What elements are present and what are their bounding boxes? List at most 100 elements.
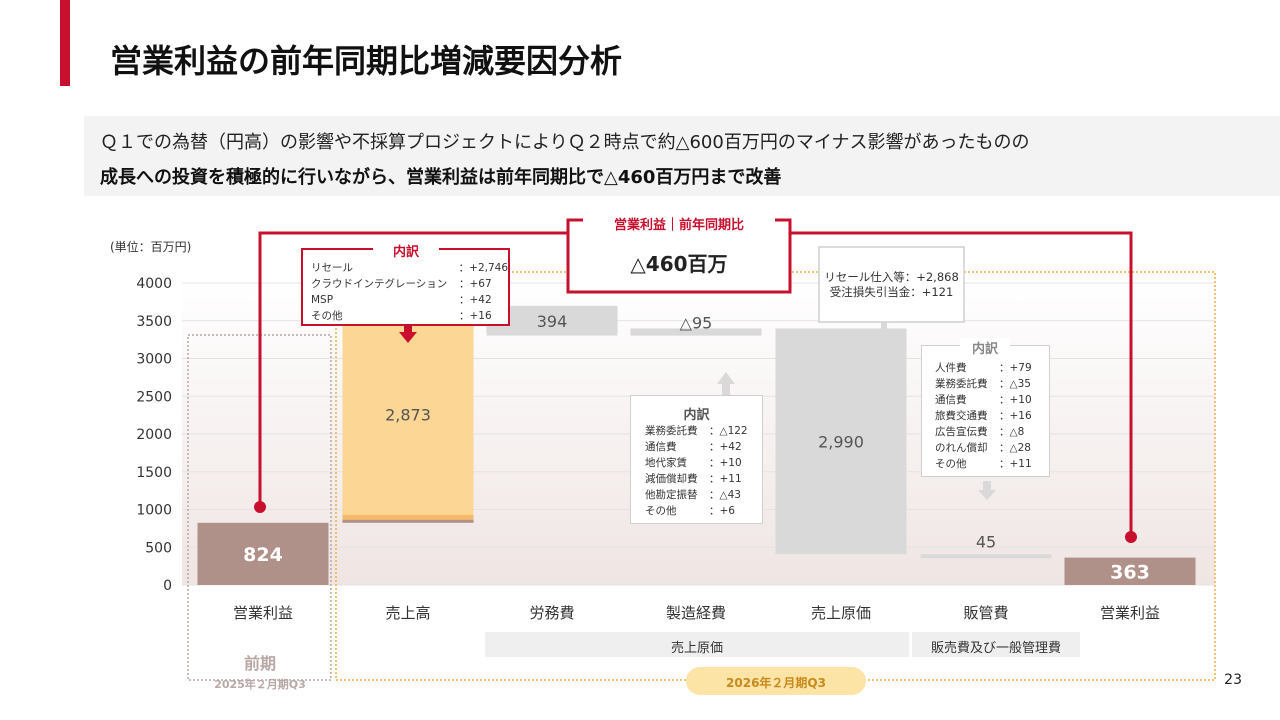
curr-period-sub: 2026年２月期Q3	[726, 676, 826, 690]
breakdown-value: ：△8	[999, 426, 1025, 438]
sga-breakdown-header: 内訳	[960, 338, 1010, 357]
breakdown-value: ：+16	[999, 410, 1032, 422]
y-tick-label: 1000	[136, 503, 172, 519]
callout-bracket-line-right	[790, 231, 1133, 537]
sales-arrow-shaft	[404, 322, 412, 332]
breakdown-label: 業務委託費	[935, 378, 988, 390]
bar	[920, 554, 1052, 559]
callout-header: 営業利益｜前年同期比	[613, 218, 744, 233]
sga-arrow-head	[978, 490, 996, 500]
breakdown-label: その他	[645, 505, 677, 517]
title-accent-bar	[60, 0, 70, 86]
breakdown-value: ：△35	[999, 378, 1031, 390]
breakdown-label: のれん償却	[935, 442, 988, 454]
breakdown-label: 旅費交通費	[935, 410, 988, 422]
cogs-note-box	[818, 246, 965, 323]
callout-value: △460百万	[630, 252, 728, 276]
bar-value-label: 2,990	[818, 432, 864, 451]
sga-arrow-shaft	[983, 481, 991, 491]
breakdown-label: MSP	[311, 294, 334, 306]
callout-start-dot	[254, 501, 266, 513]
breakdown-label: 業務委託費	[645, 425, 698, 437]
breakdown-value: ：△43	[709, 489, 741, 501]
breakdown-label: 広告宣伝費	[935, 426, 988, 438]
cogs-note-line-2: 受注損失引当金：+121	[829, 285, 954, 299]
cost-of-sales-band	[485, 632, 909, 657]
prev-period-sub: 2025年２月期Q3	[214, 678, 306, 691]
x-category-label: 製造経費	[666, 604, 726, 622]
callout-bracket-line	[258, 231, 568, 507]
breakdown-value: ：+67	[459, 278, 492, 290]
bar-value-label: 394	[537, 312, 568, 331]
cogs-connector	[881, 322, 887, 330]
breakdown-label: 通信費	[645, 441, 677, 453]
sales-breakdown-box: 内訳 リセール ：+2,746 クラウドインテグレーション ：+67 MSP ：+42…	[301, 241, 510, 326]
bar-base	[342, 519, 474, 523]
x-category-label: 営業利益	[233, 604, 293, 622]
curr-period-pill	[686, 667, 866, 695]
bar-value-label: 363	[1110, 561, 1150, 583]
breakdown-value: ：+16	[459, 310, 492, 322]
y-tick-label: 4000	[136, 276, 172, 292]
sga-band	[912, 632, 1080, 657]
x-category-label: 売上高	[385, 604, 430, 622]
callout-end-dot	[1125, 531, 1137, 543]
x-category-label: 販管費	[963, 604, 1008, 622]
cost-of-sales-group-label: 売上原価	[670, 641, 723, 656]
page-number: 23	[1224, 672, 1242, 688]
bar-value-label: 2,873	[385, 405, 431, 424]
callout-header-bg	[583, 212, 775, 234]
breakdown-value: ：+42	[709, 441, 742, 453]
breakdown-label: その他	[311, 310, 343, 322]
bar-value-label: △95	[680, 314, 713, 333]
x-category-label: 売上原価	[811, 604, 871, 622]
sales-arrow-head	[399, 332, 417, 343]
breakdown-value: ：+10	[709, 457, 742, 469]
summary-line-2: 成長への投資を積極的に行いながら、営業利益は前年同期比で△460百万円まで改善	[100, 167, 782, 188]
x-category-label: 営業利益	[1100, 604, 1160, 622]
bar	[775, 328, 907, 555]
y-tick-label: 500	[145, 540, 172, 556]
bar-value-label: 824	[243, 544, 283, 566]
cogs-note: リセール仕入等：+2,868 受注損失引当金：+121	[819, 270, 964, 300]
breakdown-label: 通信費	[935, 394, 967, 406]
summary-box	[84, 116, 1280, 196]
mfg-breakdown-header: 内訳	[683, 408, 710, 423]
mfg-arrow-shaft	[722, 383, 730, 395]
mfg-breakdown-box: 内訳 業務委託費 ：△122 通信費 ：+42 地代家賃 ：+10 減価償却費 ：+11…	[630, 395, 763, 524]
breakdown-label: 人件費	[935, 362, 967, 374]
sga-group-label: 販売費及び一般管理費	[930, 641, 1061, 656]
bar-value-label: 45	[976, 533, 996, 552]
bar	[630, 328, 762, 336]
y-tick-label: 3500	[136, 314, 172, 330]
bar	[197, 522, 329, 585]
sales-breakdown-header: 内訳	[373, 241, 439, 260]
sga-breakdown-box: 内訳 人件費 ：+79 業務委託費 ：△35 通信費 ：+10 旅費交通費 ：+16 広…	[921, 338, 1050, 477]
curr-period-frame	[335, 271, 1216, 681]
page-title: 営業利益の前年同期比増減要因分析	[110, 42, 623, 80]
breakdown-label: その他	[935, 458, 967, 470]
mfg-arrow-head	[717, 372, 735, 384]
y-tick-label: 2000	[136, 427, 172, 443]
breakdown-value: ：+2,746	[458, 262, 508, 274]
breakdown-value: ：+11	[999, 458, 1032, 470]
breakdown-value: ：+42	[459, 294, 492, 306]
summary-line-1: Ｑ１での為替（円高）の影響や不採算プロジェクトによりＱ２時点で約△600百万円の…	[100, 132, 1030, 153]
y-tick-label: 1500	[136, 465, 172, 481]
breakdown-label: リセール	[311, 262, 353, 274]
unit-label: (単位：百万円)	[110, 240, 192, 254]
breakdown-label: クラウドインテグレーション	[311, 278, 448, 290]
x-category-label: 労務費	[529, 604, 574, 622]
y-tick-label: 2500	[136, 389, 172, 405]
cogs-note-line-1: リセール仕入等：+2,868	[824, 270, 959, 284]
breakdown-value: ：+6	[709, 505, 735, 517]
y-tick-label: 3000	[136, 352, 172, 368]
bar-accent	[342, 514, 474, 520]
breakdown-label: 他勘定振替	[645, 489, 698, 501]
breakdown-value: ：△122	[709, 425, 748, 437]
breakdown-label: 減価償却費	[645, 473, 698, 485]
prev-period-label: 前期	[243, 654, 276, 673]
y-tick-label: 0	[163, 578, 172, 594]
breakdown-value: ：+79	[999, 362, 1032, 374]
